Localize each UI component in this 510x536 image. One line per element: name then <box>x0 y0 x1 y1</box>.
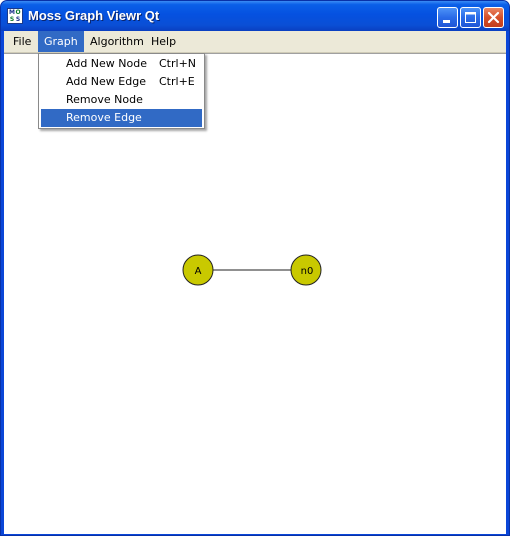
minimize-icon <box>443 20 450 23</box>
minimize-button[interactable] <box>437 7 458 28</box>
close-button[interactable] <box>483 7 504 28</box>
close-icon <box>487 11 500 24</box>
menu-item-remove-node[interactable]: Remove Node <box>66 93 143 106</box>
graph-node-n0[interactable]: n0 <box>290 254 322 286</box>
menu-graph[interactable]: Graph <box>38 31 84 52</box>
window-title: Moss Graph Viewr Qt <box>28 8 160 23</box>
menu-item-remove-edge[interactable]: Remove Edge <box>41 109 202 127</box>
graph-node-label: n0 <box>301 266 314 277</box>
graph-canvas[interactable] <box>4 53 506 534</box>
title-bar[interactable]: M O S S Moss Graph Viewr Qt <box>1 1 509 31</box>
graph-menu-dropdown: Add New Node Ctrl+N Add New Edge Ctrl+E … <box>38 53 205 129</box>
menu-help[interactable]: Help <box>151 35 177 48</box>
app-icon: M O S S <box>7 8 23 24</box>
menu-algorithm[interactable]: Algorithm <box>90 35 144 48</box>
maximize-icon <box>465 12 476 23</box>
maximize-button[interactable] <box>460 7 481 28</box>
graph-node-a[interactable]: A <box>182 254 214 286</box>
menu-file[interactable]: File <box>13 35 32 48</box>
menu-bar: File Graph Algorithm Help <box>4 31 506 53</box>
menu-item-add-new-edge[interactable]: Add New Edge Ctrl+E <box>66 75 195 88</box>
graph-node-label: A <box>195 266 202 277</box>
menu-item-add-new-node[interactable]: Add New Node Ctrl+N <box>66 57 197 70</box>
